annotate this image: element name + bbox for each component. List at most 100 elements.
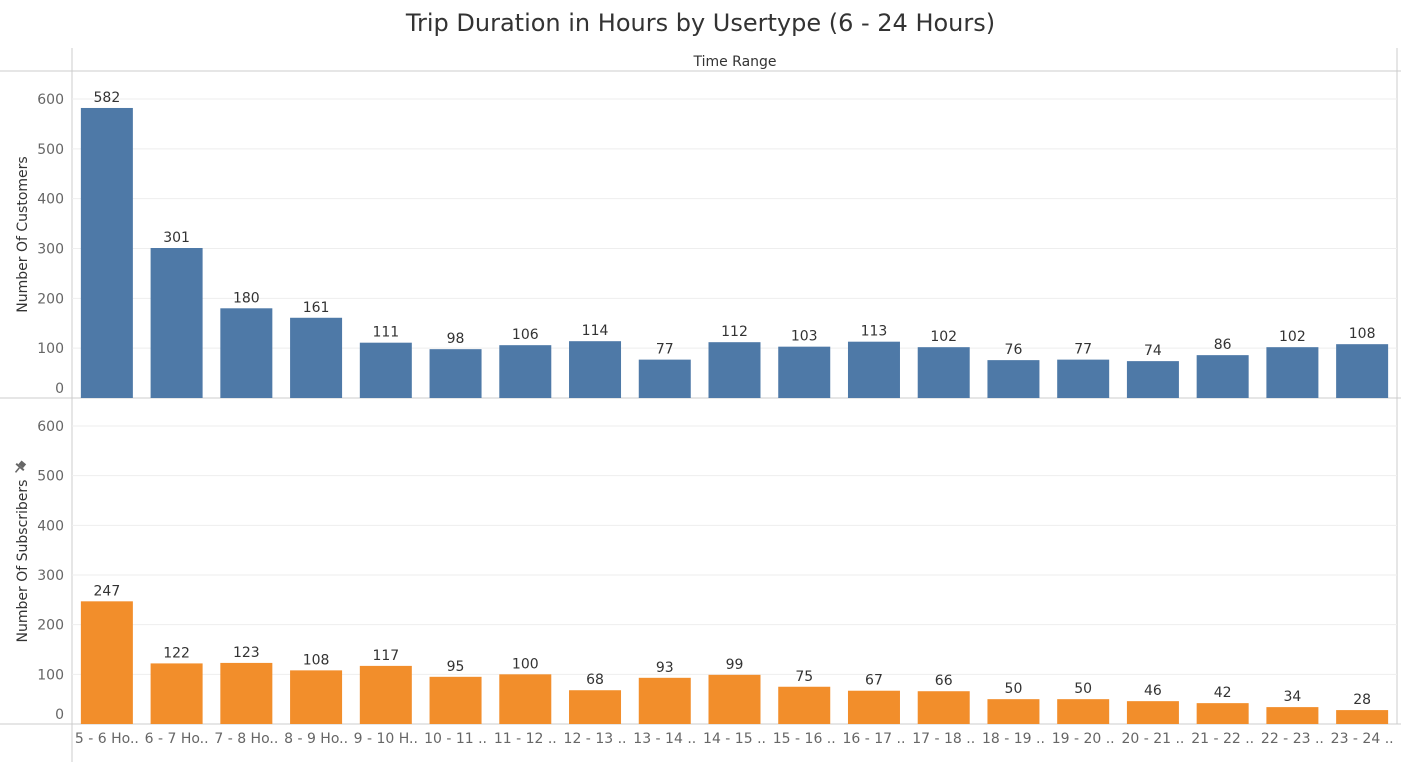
customers-bar[interactable]: [150, 248, 203, 398]
y-tick-label: 0: [55, 381, 64, 397]
customers-bar[interactable]: [80, 107, 133, 398]
x-tick-label: 13 - 14 ..: [633, 731, 696, 747]
subscribers-bar[interactable]: [1336, 710, 1389, 724]
customers-data-label: 102: [1279, 329, 1306, 345]
x-tick-label: 22 - 23 ..: [1261, 731, 1324, 747]
subscribers-bar[interactable]: [847, 690, 900, 724]
customers-data-label: 301: [163, 230, 190, 246]
subscribers-bar[interactable]: [1126, 701, 1179, 724]
subscribers-data-label: 75: [795, 669, 813, 685]
x-tick-label: 8 - 9 Ho..: [284, 731, 348, 747]
customers-panel: 0 100 200 300 400 500 600 Number Of Customers 58…: [15, 90, 1397, 398]
x-tick-label: 18 - 19 ..: [982, 731, 1045, 747]
subscribers-bar[interactable]: [499, 674, 552, 724]
customers-bar[interactable]: [499, 345, 552, 398]
y-tick-label: 200: [37, 618, 64, 634]
customers-bar[interactable]: [847, 341, 900, 398]
x-tick-label: 6 - 7 Ho..: [145, 731, 209, 747]
subscribers-data-label: 42: [1214, 685, 1232, 701]
subscribers-data-label: 99: [726, 657, 744, 673]
customers-data-label: 114: [582, 323, 609, 339]
subscribers-bar[interactable]: [987, 699, 1040, 724]
customers-data-label: 86: [1214, 337, 1232, 353]
x-tick-label: 11 - 12 ..: [494, 731, 557, 747]
y-tick-label: 500: [37, 469, 64, 485]
subscribers-data-label: 50: [1005, 681, 1023, 697]
pin-icon[interactable]: [12, 459, 28, 475]
customers-data-label: 77: [656, 342, 674, 358]
x-tick-label: 7 - 8 Ho..: [214, 731, 278, 747]
y-tick-label: 300: [37, 242, 64, 258]
y-tick-label: 100: [37, 341, 64, 357]
column-header-label: Time Range: [692, 54, 776, 70]
y-tick-label: 200: [37, 291, 64, 307]
customers-bar[interactable]: [1196, 355, 1249, 398]
x-tick-label: 12 - 13 ..: [564, 731, 627, 747]
subscribers-bar[interactable]: [1196, 703, 1249, 724]
customers-bar[interactable]: [1336, 344, 1389, 398]
x-tick-label: 23 - 24 ..: [1331, 731, 1394, 747]
customers-bar[interactable]: [429, 349, 482, 398]
subscribers-data-label: 67: [865, 673, 883, 689]
subscribers-data-label: 108: [303, 652, 330, 668]
subscribers-data-label: 50: [1074, 681, 1092, 697]
subscribers-bar[interactable]: [290, 670, 343, 724]
x-tick-label: 15 - 16 ..: [773, 731, 836, 747]
y-tick-label: 600: [37, 92, 64, 108]
customers-data-label: 161: [303, 300, 330, 316]
subscribers-bar[interactable]: [80, 601, 133, 724]
x-tick-label: 5 - 6 Ho..: [75, 731, 139, 747]
x-tick-label: 21 - 22 ..: [1191, 731, 1254, 747]
x-tick-label: 9 - 10 H..: [354, 731, 418, 747]
customers-data-label: 180: [233, 290, 260, 306]
x-tick-label: 10 - 11 ..: [424, 731, 487, 747]
customers-data-label: 76: [1005, 342, 1023, 358]
subscribers-data-label: 34: [1283, 689, 1301, 705]
customers-bar[interactable]: [290, 317, 343, 398]
subscribers-bar[interactable]: [1266, 707, 1319, 724]
customers-bar[interactable]: [917, 347, 970, 398]
x-tick-label: 16 - 17 ..: [843, 731, 906, 747]
customers-data-label: 582: [94, 90, 121, 106]
customers-data-label: 102: [930, 329, 957, 345]
customers-data-label: 106: [512, 327, 539, 343]
customers-data-label: 98: [447, 331, 465, 347]
customers-bar[interactable]: [569, 341, 622, 398]
subscribers-data-label: 117: [372, 648, 399, 664]
x-tick-label: 20 - 21 ..: [1121, 731, 1184, 747]
x-tick-label: 14 - 15 ..: [703, 731, 766, 747]
customers-data-label: 113: [861, 324, 888, 340]
customers-bar[interactable]: [359, 342, 412, 398]
y-tick-label: 400: [37, 192, 64, 208]
subscribers-data-label: 46: [1144, 683, 1162, 699]
y-tick-label: 0: [55, 707, 64, 723]
subscribers-bar[interactable]: [1057, 699, 1110, 724]
customers-bar[interactable]: [1126, 361, 1179, 398]
customers-data-label: 74: [1144, 343, 1162, 359]
customers-bar[interactable]: [708, 342, 761, 398]
subscribers-bar[interactable]: [778, 686, 831, 724]
subscribers-bar[interactable]: [220, 662, 273, 724]
subscribers-bar[interactable]: [917, 691, 970, 724]
customers-bar[interactable]: [638, 359, 691, 398]
customers-bar[interactable]: [778, 346, 831, 398]
subscribers-bar[interactable]: [708, 674, 761, 724]
subscribers-bar[interactable]: [638, 677, 691, 724]
customers-bar[interactable]: [1266, 347, 1319, 398]
subscribers-bar[interactable]: [569, 690, 622, 724]
y-tick-label: 500: [37, 142, 64, 158]
y-tick-label: 100: [37, 667, 64, 683]
y-tick-label: 400: [37, 518, 64, 534]
subscribers-data-label: 100: [512, 656, 539, 672]
subscribers-bar[interactable]: [429, 676, 482, 724]
subscribers-data-label: 247: [94, 583, 121, 599]
customers-bar[interactable]: [1057, 359, 1110, 398]
subscribers-bar[interactable]: [150, 663, 203, 724]
customers-bar[interactable]: [220, 308, 273, 398]
customers-data-label: 111: [372, 325, 399, 341]
y-tick-label: 300: [37, 568, 64, 584]
subscribers-bar[interactable]: [359, 665, 412, 724]
customers-bar[interactable]: [987, 360, 1040, 398]
subscribers-data-label: 28: [1353, 692, 1371, 708]
